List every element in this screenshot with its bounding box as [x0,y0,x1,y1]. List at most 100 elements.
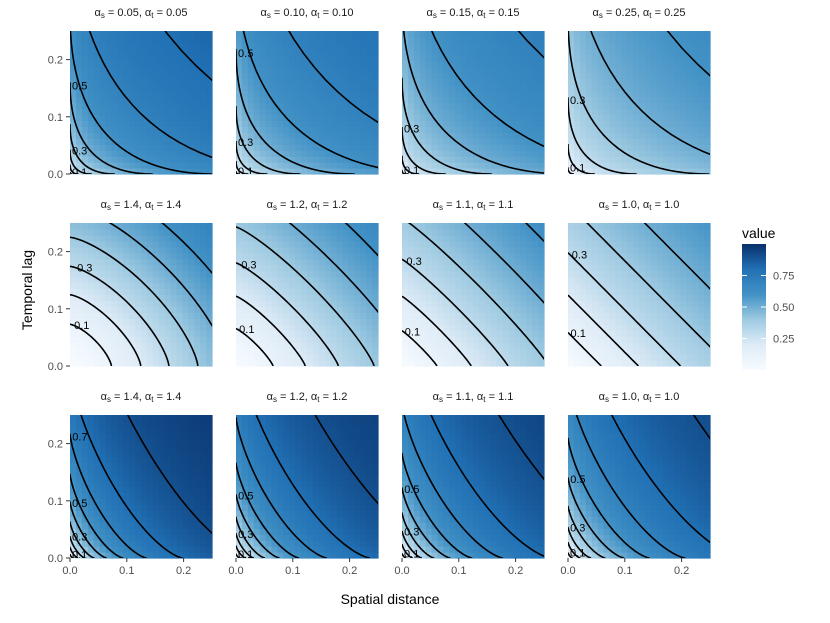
heat-cell [200,264,207,272]
heat-cell [141,342,148,349]
heat-cell [295,264,302,272]
heat-cell [568,96,575,104]
heat-cell [615,48,622,56]
heat-cell [502,78,510,86]
heat-cell [146,246,154,254]
heat-cell [473,258,480,266]
heat-cell [253,126,261,133]
heat-cell [514,102,521,110]
heat-cell [336,306,344,313]
heat-cell [597,336,605,343]
heat-cell [170,258,178,266]
heat-cell [81,516,89,523]
heat-cell [538,276,545,284]
heat-cell [674,31,682,38]
heat-cell [668,348,676,355]
heat-cell [135,72,142,80]
heat-cell [176,78,184,86]
heat-cell [70,306,77,313]
heat-cell [467,264,474,272]
heat-cell [111,162,118,169]
heat-cell [402,240,409,248]
heat-cell [182,300,189,308]
heat-cell [443,324,450,331]
heat-cell [490,78,498,86]
heat-cell [301,66,308,74]
heat-cell [668,84,676,92]
heat-cell [437,78,445,86]
heat-cell [111,342,118,349]
heat-cell [704,66,711,74]
heat-cell [698,72,705,80]
heat-cell [656,84,664,92]
heat-cell [573,108,581,116]
heat-cell [247,102,255,110]
heat-cell [627,114,634,121]
heat-cell [188,234,195,242]
heat-cell [283,90,290,98]
heat-cell [188,114,195,121]
heat-cell [129,534,136,541]
heat-cell [70,120,77,127]
heat-cell [117,330,124,337]
heat-cell [99,240,107,248]
heat-cell [402,102,409,110]
heat-cell [330,276,338,284]
heat-cell [668,318,676,325]
heat-cell [431,294,439,302]
heat-cell [87,42,95,50]
heat-cell [170,96,178,104]
heat-cell [484,96,492,104]
heat-cell [579,288,587,296]
heat-cell [75,486,83,494]
heat-cell [419,156,427,163]
heat-cell [372,48,379,56]
heat-cell [259,300,267,308]
heat-cell [573,360,581,367]
heat-cell [135,240,142,248]
heat-cell [164,348,172,355]
heat-cell [573,288,581,296]
heat-cell [467,54,474,62]
heat-cell [473,90,480,98]
heat-cell [188,132,195,139]
heat-cell [170,84,178,92]
heat-cell [461,300,468,308]
heat-cell [283,312,290,319]
heat-cell [668,324,676,331]
heat-cell [271,252,279,260]
contour-line [70,265,170,366]
heat-cell [372,252,379,260]
heat-cell [283,144,290,151]
heat-cell [674,264,682,272]
heat-cell [443,318,450,325]
heat-cell [123,444,130,452]
heat-cell [81,312,89,319]
heat-cell [621,132,628,139]
contour-line [402,295,472,366]
heat-cell [336,84,344,92]
heat-cell [603,306,611,313]
heat-cell [372,36,379,44]
heat-cell [81,348,89,355]
heat-cell [81,324,89,331]
heat-cell [194,66,201,74]
heat-cell [615,294,622,302]
heat-cell [461,324,468,331]
heat-cell [93,228,101,236]
heat-cell [348,102,355,110]
heat-cell [70,546,77,553]
heat-cell [354,246,361,254]
heat-cell [496,228,504,236]
heat-cell [146,252,154,260]
heat-cell [111,126,118,133]
heat-cell [336,60,344,68]
heat-cell [259,150,267,157]
heat-cell [182,60,189,68]
heat-cell [597,162,605,169]
heat-cell [289,84,296,92]
heat-cell [698,252,705,260]
heat-cell [473,276,480,284]
heat-cell [484,168,492,175]
heat-cell [692,252,699,260]
